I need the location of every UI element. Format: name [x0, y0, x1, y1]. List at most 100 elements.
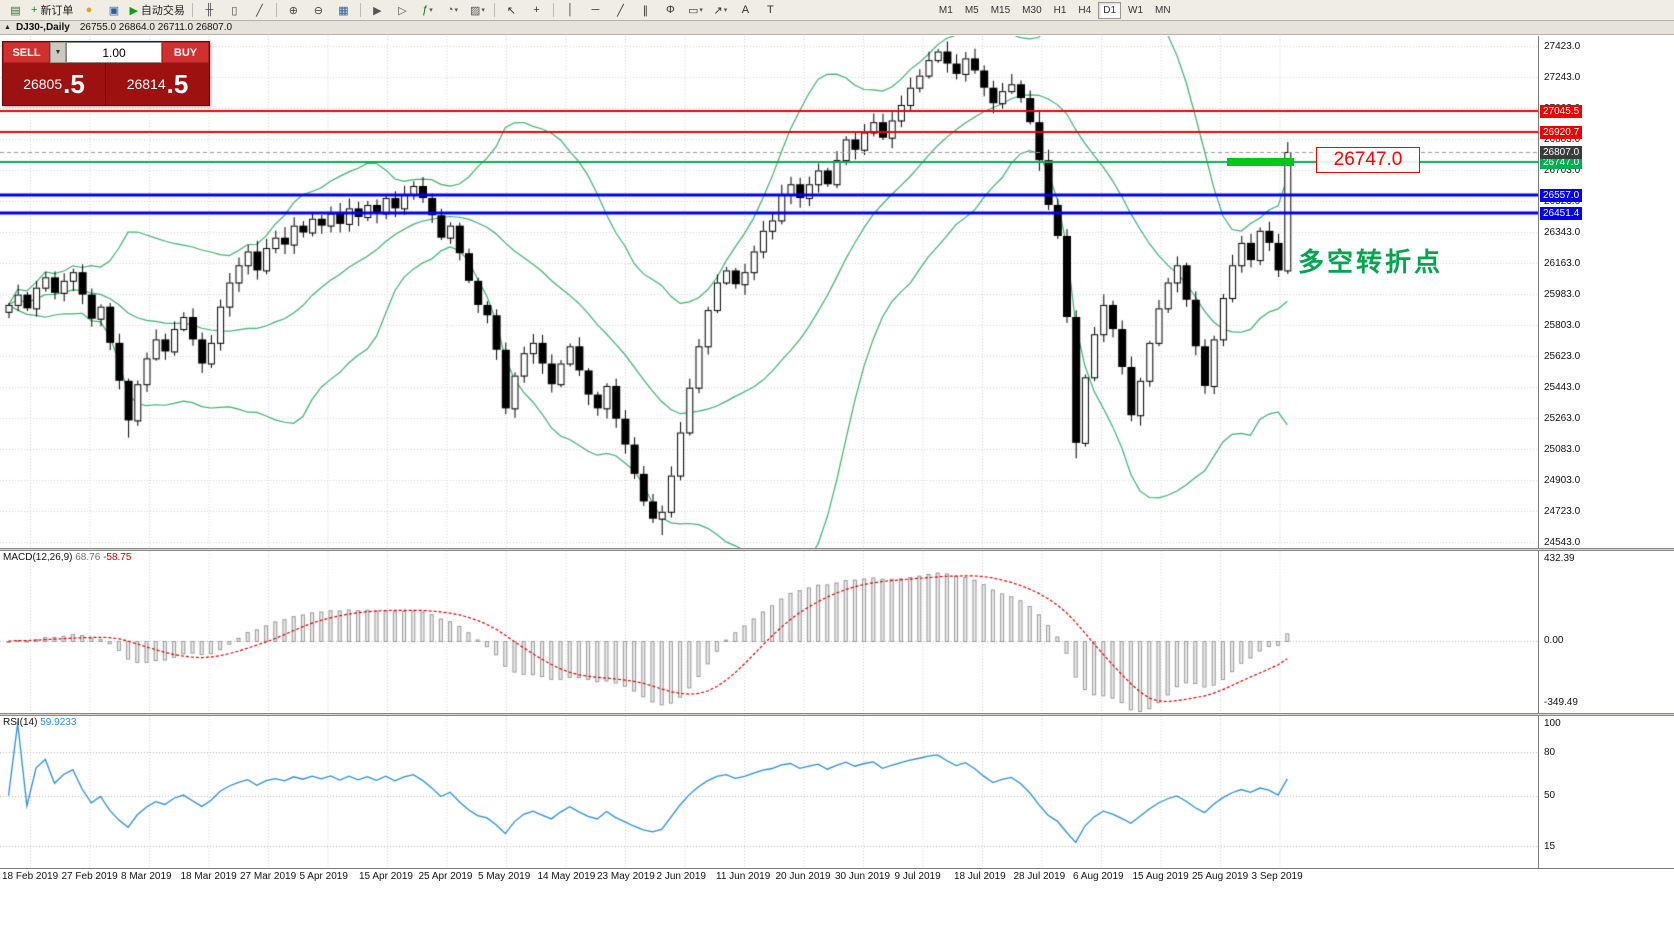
- one-click-trading-panel: SELL ▼ BUY 26805 .5 26814 .5: [2, 41, 210, 106]
- indicators-icon[interactable]: ƒ ▾: [416, 2, 439, 19]
- macd-axis[interactable]: 432.39 0.00 -349.49: [1538, 551, 1674, 713]
- candlestick-chart-icon: ▯: [231, 4, 238, 17]
- price-tick-label: 27243.0: [1544, 71, 1581, 83]
- panel-splitter-rsi[interactable]: [0, 713, 1674, 716]
- price-tick-label: 25983.0: [1544, 289, 1581, 301]
- level-price-badge: 26920.7: [1540, 126, 1583, 140]
- volume-input[interactable]: [66, 42, 162, 63]
- date-tick-label: 30 Jun 2019: [835, 871, 891, 882]
- trendline-icon[interactable]: ╱: [609, 2, 632, 19]
- panel-splitter-macd[interactable]: [0, 548, 1674, 551]
- macd-signal-value: -58.75: [103, 552, 132, 563]
- crosshair-icon[interactable]: +: [525, 2, 548, 19]
- chevron-down-icon: ▾: [429, 7, 433, 14]
- zoom-out-icon[interactable]: ⊖: [307, 2, 330, 19]
- macd-title: MACD(12,26,9): [3, 552, 73, 563]
- tile-windows-icon[interactable]: ▦: [332, 2, 355, 19]
- indicators-icon: ƒ: [422, 4, 429, 16]
- mql-community-icon: ●: [85, 4, 93, 16]
- timeframe-mn[interactable]: MN: [1155, 4, 1171, 16]
- support-highlight-bar[interactable]: [1227, 158, 1294, 166]
- level-price-badge: 27045.5: [1540, 104, 1583, 118]
- trendline-icon: ╱: [617, 4, 624, 17]
- templates-icon[interactable]: ▨ ▾: [466, 2, 489, 19]
- toolbar: ▤ + 新订单 ● ▣ ▶ 自动交易 ╫ ▯ ╱ ⊕ ⊖ ▦ ▶ ▷ ƒ ▾ ◔ ▾ ▨ ▾ ↖ + │ ─ ╱ ∥ Φ ▭ ▾ ↗ ▾ A T …: [0, 0, 1674, 21]
- autotrading-button[interactable]: ▶ 自动交易: [127, 2, 186, 19]
- rsi-title: RSI(14): [3, 717, 38, 728]
- shapes-icon[interactable]: ▭ ▾: [684, 2, 707, 19]
- rsi-axis[interactable]: 100 80 50 15: [1538, 716, 1674, 868]
- cursor-icon[interactable]: ↖: [500, 2, 523, 19]
- macd-label: MACD(12,26,9) 68.76 -58.75: [3, 552, 131, 563]
- timeframe-d1[interactable]: D1: [1098, 1, 1122, 19]
- price-tick-label: 24723.0: [1544, 506, 1581, 518]
- date-tick-label: 5 May 2019: [478, 871, 531, 882]
- horizontal-line-icon[interactable]: ─: [584, 2, 607, 19]
- rsi-canvas[interactable]: [0, 716, 1538, 868]
- data-window-icon[interactable]: ▣: [102, 2, 125, 19]
- price-axis[interactable]: 27423.027243.027063.026883.026703.026523…: [1538, 36, 1674, 548]
- price-callout-label[interactable]: 26747.0: [1316, 147, 1420, 173]
- timeframe-h1[interactable]: H1: [1053, 4, 1067, 16]
- buy-price-frac: .5: [166, 68, 189, 99]
- price-chart-panel: 27423.027243.027063.026883.026703.026523…: [0, 36, 1674, 548]
- new-order-button[interactable]: + 新订单: [29, 2, 75, 19]
- date-tick-label: 20 Jun 2019: [775, 871, 831, 882]
- new-chart-icon[interactable]: ▤: [4, 2, 27, 19]
- turning-point-annotation[interactable]: 多空转折点: [1298, 247, 1444, 277]
- buy-price: 26814 .5: [106, 63, 209, 105]
- text-icon[interactable]: A: [734, 2, 757, 19]
- text-label-icon[interactable]: T: [759, 2, 782, 19]
- line-chart-icon[interactable]: ╱: [248, 2, 271, 19]
- timeframe-m1[interactable]: M1: [938, 4, 953, 16]
- price-tick-label: 24543.0: [1544, 537, 1581, 549]
- macd-axis-min: -349.49: [1544, 697, 1578, 708]
- candlestick-chart-icon[interactable]: ▯: [223, 2, 246, 19]
- cursor-icon: ↖: [506, 4, 517, 17]
- rsi-panel: RSI(14) 59.9233 100 80 50 15: [0, 716, 1674, 868]
- channel-icon[interactable]: ∥: [634, 2, 657, 19]
- zoom-in-icon[interactable]: ⊕: [282, 2, 305, 19]
- bar-chart-icon[interactable]: ╫: [198, 2, 221, 19]
- bar-chart-icon: ╫: [205, 4, 214, 16]
- buy-button[interactable]: BUY: [162, 42, 209, 63]
- rsi-value: 59.9233: [40, 717, 77, 728]
- zoom-out-icon: ⊖: [313, 4, 324, 17]
- date-tick-label: 15 Apr 2019: [359, 871, 413, 882]
- macd-canvas[interactable]: [0, 551, 1538, 713]
- price-tick-label: 27423.0: [1544, 40, 1581, 52]
- periods-icon[interactable]: ◔ ▾: [441, 2, 464, 19]
- timeframe-m30[interactable]: M30: [1022, 4, 1042, 16]
- macd-main-value: 68.76: [75, 552, 101, 563]
- toolbar-separator: [493, 3, 495, 17]
- mql-community-icon[interactable]: ●: [77, 2, 100, 19]
- arrows-icon[interactable]: ↗ ▾: [709, 2, 732, 19]
- order-type-dropdown-icon[interactable]: ▼: [50, 42, 66, 63]
- fibonacci-icon: Φ: [666, 4, 675, 16]
- new-order-button: +: [31, 4, 38, 16]
- chevron-down-icon: ▾: [454, 7, 458, 14]
- date-tick-label: 6 Aug 2019: [1073, 871, 1124, 882]
- chart-shift-icon[interactable]: ▷: [391, 2, 414, 19]
- vertical-line-icon: │: [566, 4, 574, 16]
- timeframe-h4[interactable]: H4: [1078, 4, 1092, 16]
- crosshair-icon: +: [533, 4, 540, 16]
- date-tick-label: 27 Mar 2019: [240, 871, 297, 882]
- sell-button[interactable]: SELL: [3, 42, 50, 63]
- timeframe-m5[interactable]: M5: [964, 4, 979, 16]
- timeframe-m15[interactable]: M15: [990, 4, 1011, 16]
- chart-symbol-title: DJ30-,Daily: [15, 22, 70, 33]
- fibonacci-icon[interactable]: Φ: [659, 2, 682, 19]
- auto-scroll-icon[interactable]: ▶: [366, 2, 389, 19]
- chart-title-bar[interactable]: ▲ DJ30-,Daily 26755.0 26864.0 26711.0 26…: [0, 21, 1674, 35]
- time-axis[interactable]: 18 Feb 2019 27 Feb 2019 8 Mar 2019 18 Mar 2…: [0, 868, 1674, 944]
- vertical-line-icon[interactable]: │: [559, 2, 582, 19]
- price-chart-canvas[interactable]: [0, 36, 1538, 548]
- chevron-down-icon: ▾: [699, 7, 703, 14]
- timeframe-w1[interactable]: W1: [1128, 4, 1144, 16]
- collapse-icon[interactable]: ▲: [4, 24, 11, 31]
- toolbar-separator: [552, 3, 554, 17]
- sell-price-frac: .5: [63, 68, 85, 99]
- data-window-icon: ▣: [108, 4, 120, 17]
- date-tick-label: 5 Apr 2019: [299, 871, 348, 882]
